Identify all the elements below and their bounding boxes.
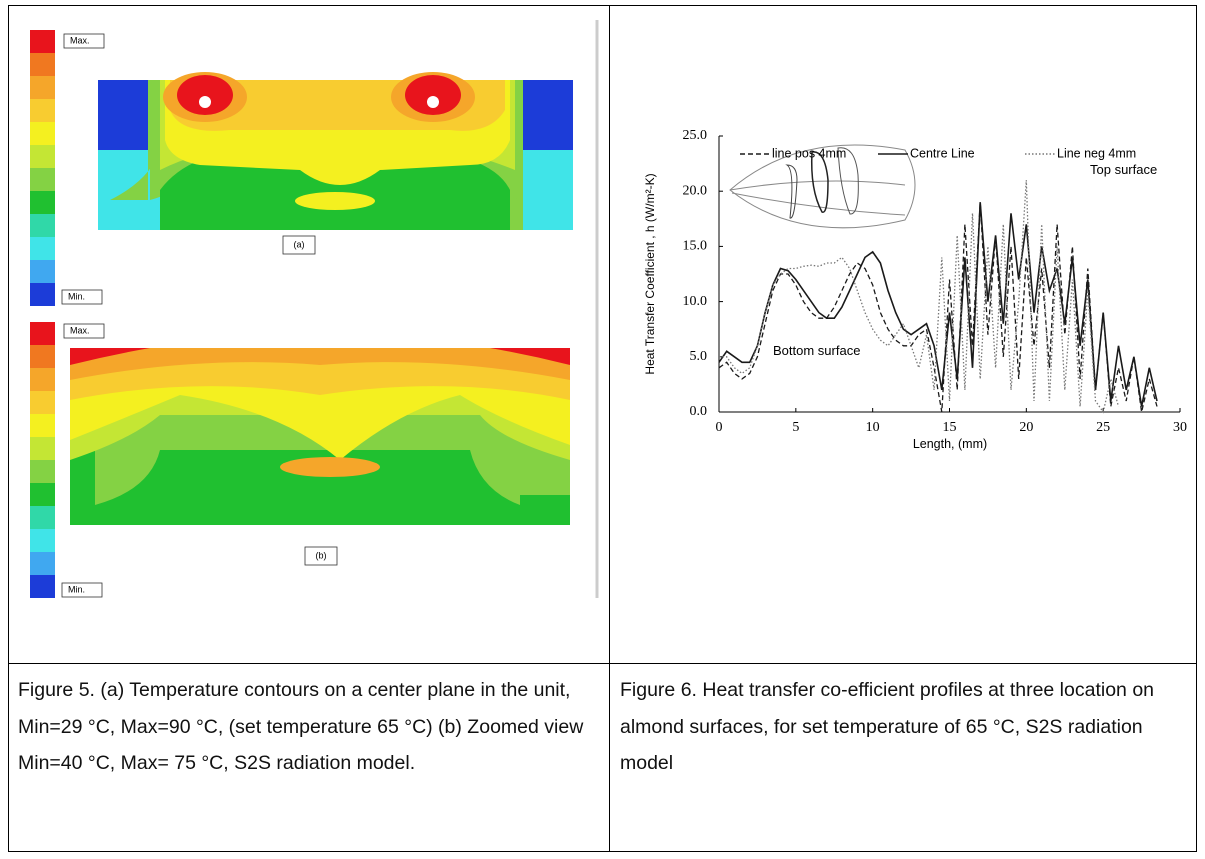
legend-label: line pos 4mm — [772, 146, 846, 160]
y-axis-label: Heat Transfer Coefficient , h (W/m²-K) — [643, 173, 657, 374]
y-tick-label: 10.0 — [683, 294, 708, 309]
series-line — [718, 202, 1158, 413]
x-tick-label: 10 — [866, 420, 880, 435]
y-tick-label: 15.0 — [683, 239, 708, 254]
min-label: Min. — [68, 584, 85, 594]
x-tick-label: 5 — [792, 420, 799, 435]
y-tick-label: 5.0 — [690, 349, 708, 364]
y-tick-label: 20.0 — [683, 183, 708, 198]
annotation: Top surface — [1090, 162, 1157, 177]
x-axis-label: Length, (mm) — [913, 437, 987, 451]
panel-tag: (b) — [316, 550, 327, 560]
x-tick-label: 20 — [1019, 420, 1033, 435]
x-tick-label: 0 — [716, 420, 723, 435]
caption: Figure 6. Heat transfer co-efficient pro… — [620, 679, 1155, 774]
contour-a — [98, 72, 573, 230]
x-tick-label: 25 — [1096, 420, 1110, 435]
min-label: Min. — [68, 291, 85, 301]
caption: Figure 5. (a) Temperature contours on a … — [18, 679, 584, 774]
series-line — [719, 180, 1120, 414]
table-border — [8, 5, 1197, 852]
y-tick-label: 25.0 — [683, 128, 708, 143]
colorbar — [30, 30, 55, 306]
annotation: Bottom surface — [773, 343, 860, 358]
y-tick-label: 0.0 — [690, 404, 708, 419]
almond-sketch — [729, 144, 916, 229]
legend-label: Line neg 4mm — [1057, 146, 1136, 160]
legend-label: Centre Line — [910, 146, 975, 160]
series-line — [718, 202, 1158, 407]
contour-b — [70, 348, 570, 525]
x-tick-label: 30 — [1173, 420, 1187, 435]
label-boxes: Max. Min. (a) Max. (b) Min. — [61, 33, 338, 598]
max-label: Max. — [70, 325, 90, 335]
colorbar — [30, 322, 55, 598]
x-tick-label: 15 — [943, 420, 957, 435]
panel-tag: (a) — [294, 239, 305, 249]
max-label: Max. — [70, 35, 90, 45]
